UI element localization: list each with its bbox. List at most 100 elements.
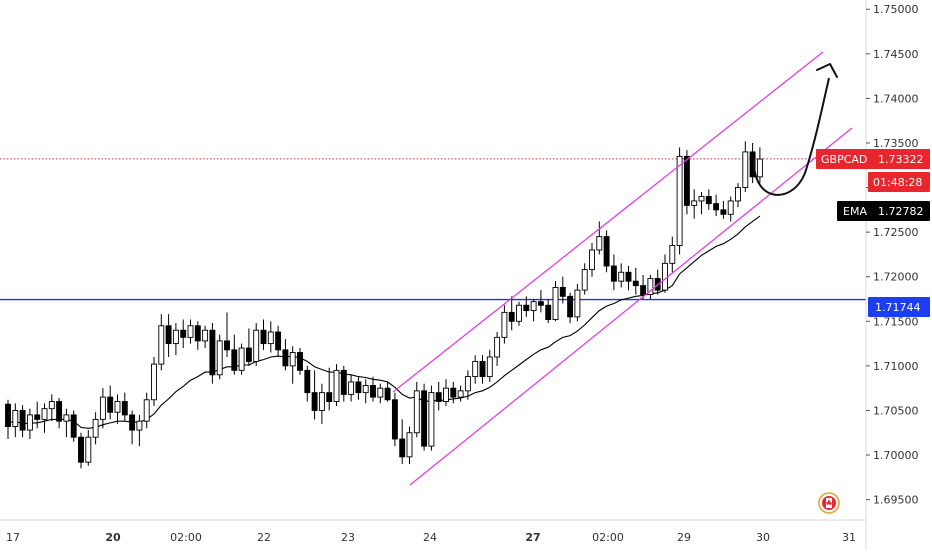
candle[interactable] [238,343,245,375]
candle[interactable] [202,325,209,349]
candle[interactable] [63,408,70,438]
candle[interactable] [508,296,515,331]
candle[interactable] [756,147,763,184]
candle[interactable] [516,301,522,326]
candle[interactable] [70,410,77,442]
candle[interactable] [26,408,33,439]
candle[interactable] [632,267,639,295]
candle[interactable] [391,392,398,447]
candle[interactable] [107,385,114,420]
candle[interactable] [78,432,84,469]
ema-value-tag[interactable]: EMA 1.72782 [837,201,930,221]
candle[interactable] [421,383,428,451]
candle[interactable] [5,399,11,439]
candle[interactable] [311,370,318,420]
candle[interactable] [114,394,121,424]
candle[interactable] [581,263,588,295]
candle[interactable] [523,296,530,317]
candle[interactable] [355,376,362,400]
candle[interactable] [267,321,274,353]
candle[interactable] [735,183,741,208]
level-price-tag[interactable]: 1.71744 [868,297,930,317]
candle[interactable] [457,385,464,402]
candle[interactable] [749,142,756,184]
candle[interactable] [647,274,654,300]
candle[interactable] [187,319,194,344]
candle[interactable] [479,355,486,384]
candle[interactable] [340,365,347,402]
candle[interactable] [603,230,610,273]
candle[interactable] [574,283,581,322]
candle[interactable] [304,365,311,402]
candle[interactable] [683,150,690,215]
candle[interactable] [377,383,384,404]
candle[interactable] [464,370,471,400]
candle[interactable] [172,323,179,356]
candle[interactable] [545,299,552,324]
candle[interactable] [399,419,406,464]
candle[interactable] [559,276,566,304]
candle[interactable] [640,274,647,300]
candle[interactable] [384,381,391,402]
candle[interactable] [158,314,165,371]
candle[interactable] [85,430,92,466]
candle[interactable] [289,346,296,384]
candle[interactable] [326,367,333,411]
candle[interactable] [209,323,216,384]
symbol-price-tag[interactable]: GBPCAD 1.73322 [816,149,930,169]
candle[interactable] [282,339,289,371]
candle[interactable] [136,414,143,447]
candle[interactable] [41,403,48,433]
candle[interactable] [472,355,479,384]
candle[interactable] [180,319,187,349]
candle[interactable] [165,314,172,357]
candle[interactable] [727,196,734,222]
candle[interactable] [435,381,442,411]
candle[interactable] [56,397,63,429]
candle[interactable] [231,334,238,375]
candle[interactable] [705,189,712,210]
candle[interactable] [297,348,303,375]
candle[interactable] [596,221,603,255]
projection-arrow-path[interactable] [752,77,830,196]
candle[interactable] [194,321,201,350]
channel-upper-line[interactable] [392,51,824,393]
candle[interactable] [129,410,136,445]
candle[interactable] [275,325,282,357]
candle[interactable] [12,403,19,438]
candle[interactable] [253,323,260,366]
candle[interactable] [216,334,223,380]
candle[interactable] [362,379,369,404]
candle[interactable] [428,385,435,451]
candle[interactable] [348,374,355,402]
candle[interactable] [720,200,727,219]
candle[interactable] [618,263,625,288]
candle[interactable] [48,394,55,422]
candle[interactable] [610,254,617,291]
candle[interactable] [501,305,508,344]
candle[interactable] [245,328,252,366]
candle[interactable] [19,405,26,438]
canadian-flag-icon[interactable] [818,492,840,514]
candle[interactable] [698,192,705,215]
candle[interactable] [567,292,574,324]
candle[interactable] [406,426,413,464]
candle[interactable] [92,412,99,445]
candle[interactable] [224,312,230,357]
candle[interactable] [669,236,676,273]
candle[interactable] [143,392,150,429]
candle[interactable] [121,392,128,422]
candle[interactable] [691,189,698,219]
candle[interactable] [318,383,325,424]
candle[interactable] [589,242,595,277]
candle[interactable] [486,349,493,382]
candle[interactable] [537,290,544,313]
candle[interactable] [413,381,420,438]
candle[interactable] [530,299,537,322]
candle[interactable] [99,388,106,429]
candle[interactable] [713,194,720,217]
candle[interactable] [494,332,501,366]
candle[interactable] [742,141,749,193]
channel-lower-line[interactable] [409,127,853,486]
